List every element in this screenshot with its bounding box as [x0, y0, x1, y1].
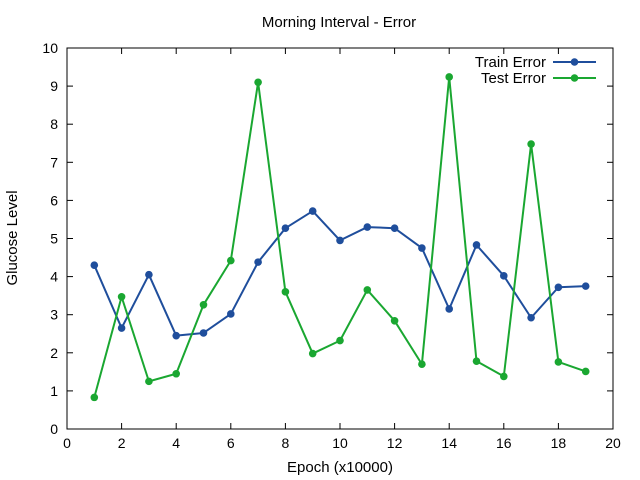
- y-tick-label: 1: [50, 383, 58, 399]
- data-point: [554, 283, 563, 292]
- data-point: [390, 224, 399, 233]
- data-point: [254, 258, 262, 266]
- x-tick-label: 18: [551, 435, 567, 451]
- y-tick-label: 8: [50, 116, 58, 132]
- y-axis-title: Glucose Level: [4, 190, 21, 285]
- data-point: [199, 329, 208, 337]
- data-point: [227, 310, 235, 318]
- legend-label: Train Error: [475, 54, 546, 71]
- data-point: [527, 140, 535, 148]
- data-point: [117, 324, 126, 332]
- x-tick-label: 14: [441, 435, 457, 451]
- x-tick-label: 12: [387, 435, 403, 451]
- data-point: [90, 261, 99, 269]
- data-point: [172, 369, 180, 378]
- series-layer: [90, 73, 590, 402]
- y-tick-label: 10: [42, 40, 58, 56]
- data-point: [445, 305, 454, 313]
- data-point: [554, 358, 563, 366]
- x-tick-label: 2: [118, 435, 126, 451]
- data-point: [418, 360, 426, 369]
- legend-swatch-marker: [570, 74, 579, 82]
- x-axis: 0 2 4 6 8 10 12 14 16 18 20: [63, 48, 621, 451]
- x-tick-label: 10: [332, 435, 348, 451]
- data-point: [472, 357, 481, 365]
- series-2: [90, 73, 590, 402]
- data-point: [254, 78, 262, 87]
- data-point: [445, 73, 454, 81]
- data-point: [336, 336, 344, 345]
- data-point: [172, 331, 180, 340]
- y-tick-label: 4: [50, 269, 58, 285]
- data-point: [500, 272, 508, 280]
- data-point: [527, 313, 535, 322]
- data-point: [500, 372, 508, 381]
- data-point: [227, 256, 235, 265]
- data-point: [363, 223, 372, 231]
- x-tick-label: 8: [282, 435, 290, 451]
- x-tick-label: 6: [227, 435, 235, 451]
- data-point: [199, 300, 208, 309]
- data-point: [581, 282, 590, 290]
- data-point: [117, 292, 126, 301]
- y-tick-label: 2: [50, 345, 58, 361]
- y-tick-label: 3: [50, 307, 58, 323]
- legend-swatch-marker: [570, 58, 579, 66]
- y-tick-label: 6: [50, 192, 58, 208]
- series-line: [93, 210, 586, 337]
- data-point: [145, 270, 153, 279]
- y-tick-label: 5: [50, 231, 58, 247]
- y-axis: 0 1 2 3 4 5 6 7 8 9 10: [42, 40, 613, 437]
- data-point: [472, 241, 481, 249]
- y-tick-label: 9: [50, 78, 58, 94]
- data-point: [281, 224, 290, 233]
- data-point: [308, 349, 317, 358]
- data-point: [281, 288, 290, 296]
- x-tick-label: 0: [63, 435, 71, 451]
- x-axis-title: Epoch (x10000): [287, 459, 393, 476]
- data-point: [90, 393, 99, 402]
- data-point: [145, 377, 153, 386]
- y-tick-label: 0: [50, 421, 58, 437]
- chart-title: Morning Interval - Error: [262, 14, 416, 31]
- data-point: [336, 236, 344, 245]
- data-point: [363, 286, 372, 294]
- y-tick-label: 7: [50, 154, 58, 170]
- x-tick-label: 4: [172, 435, 180, 451]
- legend-label: Test Error: [481, 70, 546, 87]
- data-point: [418, 244, 426, 252]
- x-tick-label: 16: [496, 435, 512, 451]
- x-tick-label: 20: [605, 435, 621, 451]
- series-1: [90, 207, 590, 340]
- data-point: [308, 207, 317, 215]
- data-point: [390, 316, 399, 325]
- data-point: [581, 367, 590, 376]
